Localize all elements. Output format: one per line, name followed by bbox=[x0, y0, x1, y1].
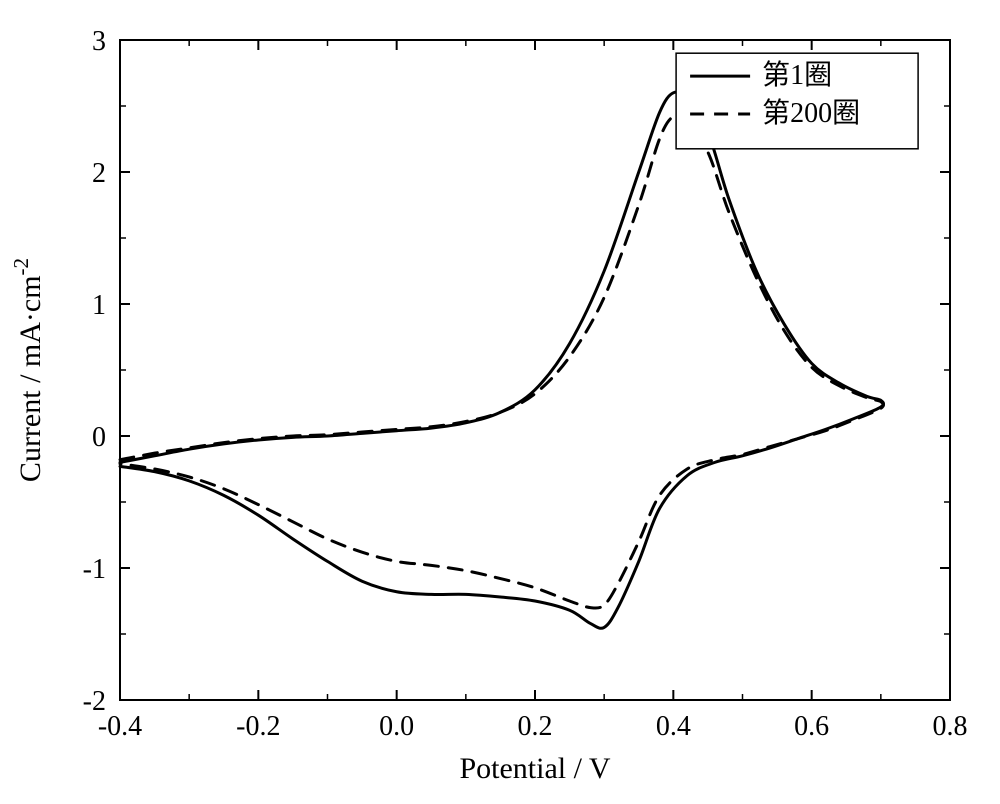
x-tick-label: 0.6 bbox=[794, 711, 829, 742]
x-tick-label: 0.0 bbox=[379, 711, 414, 742]
y-tick-label: -1 bbox=[83, 554, 106, 585]
x-tick-label: -0.2 bbox=[236, 711, 280, 742]
y-tick-label: 0 bbox=[92, 422, 106, 453]
legend-label: 第200圈 bbox=[762, 97, 860, 129]
y-axis-label: Current / mA·cm-2 bbox=[9, 258, 47, 482]
legend-label: 第1圈 bbox=[762, 59, 832, 91]
x-tick-label: 0.4 bbox=[656, 711, 691, 742]
y-tick-label: -2 bbox=[83, 686, 106, 717]
x-axis-label: Potential / V bbox=[459, 752, 610, 785]
x-tick-label: 0.8 bbox=[933, 711, 968, 742]
y-tick-label: 3 bbox=[92, 26, 106, 57]
x-tick-label: 0.2 bbox=[518, 711, 553, 742]
y-tick-label: 2 bbox=[92, 158, 106, 189]
cv-chart: -0.4-0.20.00.20.40.60.8Potential / V-2-1… bbox=[0, 0, 1000, 804]
y-tick-label: 1 bbox=[92, 290, 106, 321]
